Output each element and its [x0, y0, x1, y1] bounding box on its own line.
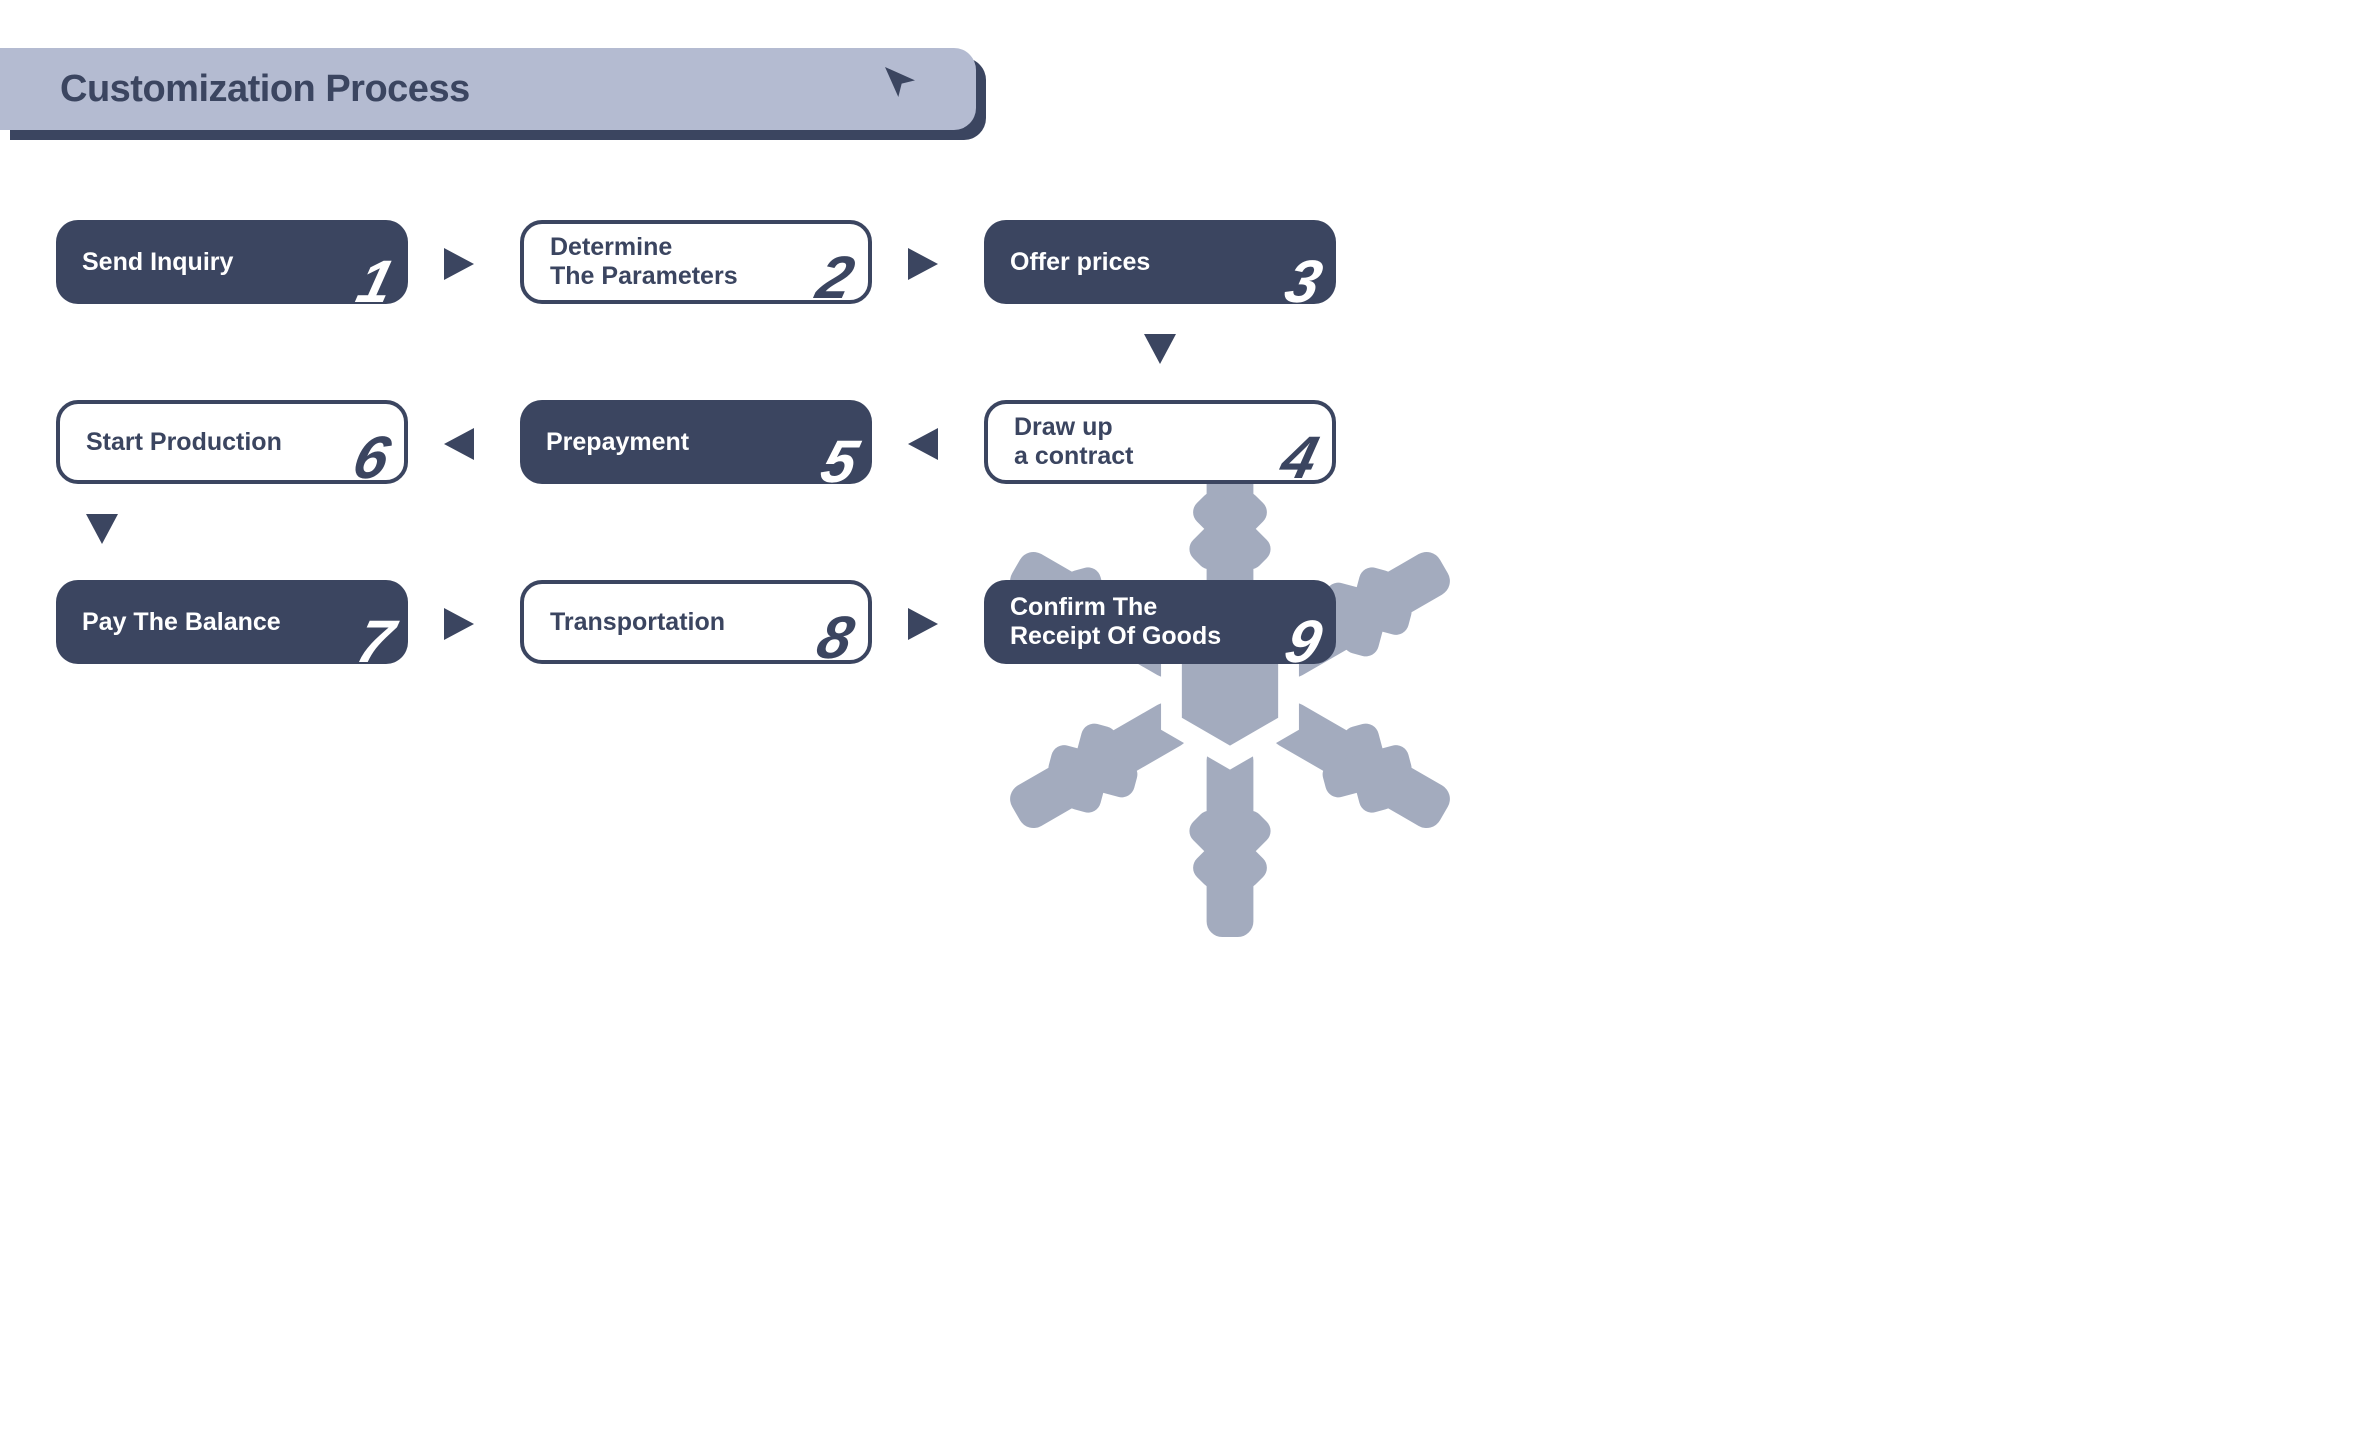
step-box-1: Send Inquiry1: [56, 220, 408, 304]
snowflake-icon: [970, 430, 1490, 950]
step-number-8: 8: [810, 603, 859, 672]
arrow-r-7: [908, 608, 938, 640]
step-label-7: Pay The Balance: [82, 608, 281, 637]
step-label-8: Transportation: [550, 608, 725, 637]
step-box-5: Prepayment5: [520, 400, 872, 484]
arrow-r-1: [908, 248, 938, 280]
step-box-3: Offer prices3: [984, 220, 1336, 304]
cursor-icon: [880, 62, 920, 102]
step-number-5: 5: [814, 427, 863, 496]
step-number-4: 4: [1274, 423, 1323, 492]
step-box-7: Pay The Balance7: [56, 580, 408, 664]
step-label-9: Confirm The Receipt Of Goods: [1010, 593, 1221, 651]
step-label-2: Determine The Parameters: [550, 233, 738, 291]
arrow-r-0: [444, 248, 474, 280]
step-box-8: Transportation8: [520, 580, 872, 664]
step-number-3: 3: [1278, 247, 1327, 316]
step-number-6: 6: [346, 423, 395, 492]
arrow-d-2: [1144, 334, 1176, 364]
arrow-l-3: [908, 428, 938, 460]
header-title: Customization Process: [60, 68, 470, 111]
arrow-r-6: [444, 608, 474, 640]
step-number-7: 7: [350, 607, 399, 676]
step-box-6: Start Production6: [56, 400, 408, 484]
step-box-9: Confirm The Receipt Of Goods9: [984, 580, 1336, 664]
arrow-l-4: [444, 428, 474, 460]
step-label-6: Start Production: [86, 428, 282, 457]
step-number-2: 2: [810, 243, 859, 312]
step-label-4: Draw up a contract: [1014, 413, 1133, 471]
canvas: Customization ProcessSend Inquiry1Determ…: [0, 0, 1500, 909]
step-box-4: Draw up a contract4: [984, 400, 1336, 484]
step-number-1: 1: [350, 247, 399, 316]
step-box-2: Determine The Parameters2: [520, 220, 872, 304]
step-label-1: Send Inquiry: [82, 248, 233, 277]
step-label-3: Offer prices: [1010, 248, 1150, 277]
arrow-d-5: [86, 514, 118, 544]
step-label-5: Prepayment: [546, 428, 689, 457]
header: Customization Process: [0, 48, 976, 130]
